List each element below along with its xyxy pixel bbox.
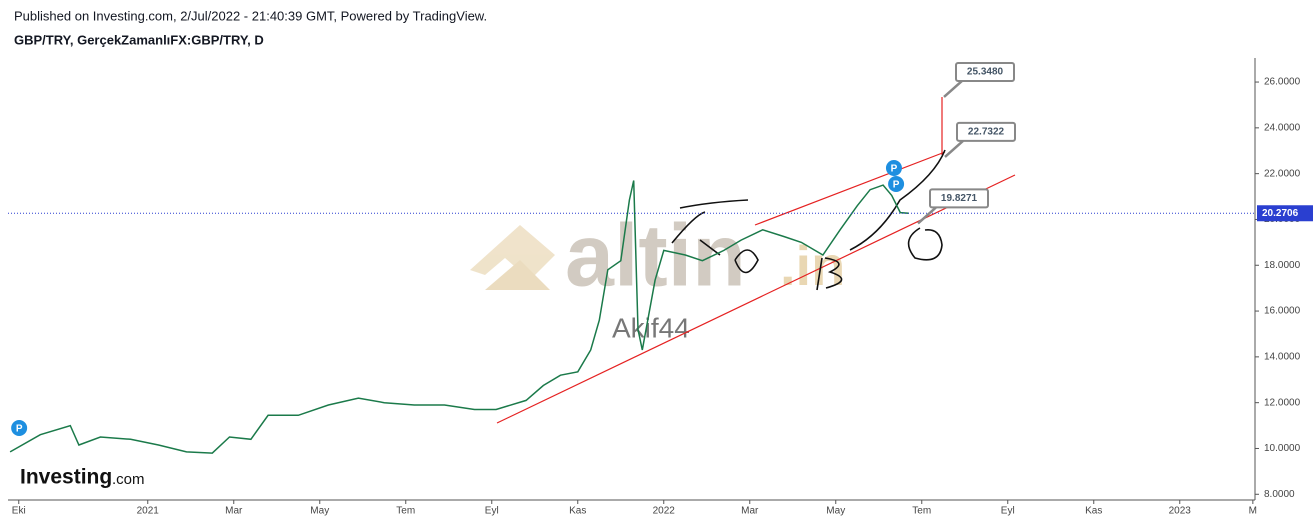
x-tick-label: May [826, 506, 845, 517]
callout-box [955, 61, 1015, 82]
watermark-author: Akif44 [612, 312, 690, 343]
y-tick-label: 24.0000 [1264, 122, 1301, 133]
price-line [9, 180, 909, 454]
event-marker [885, 160, 902, 176]
watermark-site-suffix: .in [780, 234, 845, 297]
x-tick-label: Eyl [485, 506, 499, 517]
callout-label: 19.8271 [941, 193, 978, 204]
callout-pointer [943, 80, 963, 98]
altin-logo [470, 225, 555, 290]
x-tick-label: Tem [912, 506, 931, 517]
x-tick-label: M [1249, 506, 1257, 517]
x-tick-label: Eyl [1001, 506, 1015, 517]
y-tick-label: 12.0000 [1264, 397, 1301, 408]
event-label: P [893, 180, 900, 191]
published-note: Published on Investing.com, 2/Jul/2022 -… [14, 8, 487, 23]
last-price-label: 20.2706 [1262, 208, 1299, 219]
y-tick-label: 16.0000 [1264, 306, 1301, 317]
y-tick-label: 10.0000 [1264, 443, 1301, 454]
y-tick-label: 8.0000 [1264, 489, 1295, 500]
callout-label: 22.7322 [968, 127, 1005, 138]
y-tick-label: 22.0000 [1264, 168, 1301, 179]
event-label: P [16, 424, 23, 435]
hand-drawing [671, 149, 946, 291]
y-tick-label: 26.0000 [1264, 77, 1301, 88]
brand: Investing [20, 466, 112, 489]
brand-suffix: .com [112, 471, 145, 488]
event-marker [11, 420, 28, 436]
x-tick-label: 2021 [137, 506, 160, 517]
x-tick-label: 2023 [1169, 506, 1192, 517]
symbol-title: GBP/TRY, GerçekZamanlıFX:GBP/TRY, D [14, 32, 264, 47]
x-tick-label: Kas [569, 506, 586, 517]
callout-pointer [944, 139, 964, 158]
x-tick-label: Mar [225, 506, 243, 517]
x-tick-label: Tem [396, 506, 415, 517]
event-label: P [891, 164, 898, 175]
callout-box [929, 188, 989, 209]
callout-pointer [917, 206, 937, 225]
x-tick-label: 2022 [653, 506, 676, 517]
trend-lines [496, 97, 1016, 424]
callout-label: 25.3480 [967, 67, 1004, 78]
x-tick-label: Kas [1085, 506, 1102, 517]
y-tick-label: 18.0000 [1264, 260, 1301, 271]
last-price-box [1257, 205, 1313, 222]
x-tick-label: Mar [741, 506, 759, 517]
x-tick-label: Eki [12, 506, 26, 517]
x-tick-label: May [310, 506, 329, 517]
callout-box [956, 121, 1016, 142]
y-tick-label: 14.0000 [1264, 352, 1301, 363]
event-marker [888, 176, 905, 192]
